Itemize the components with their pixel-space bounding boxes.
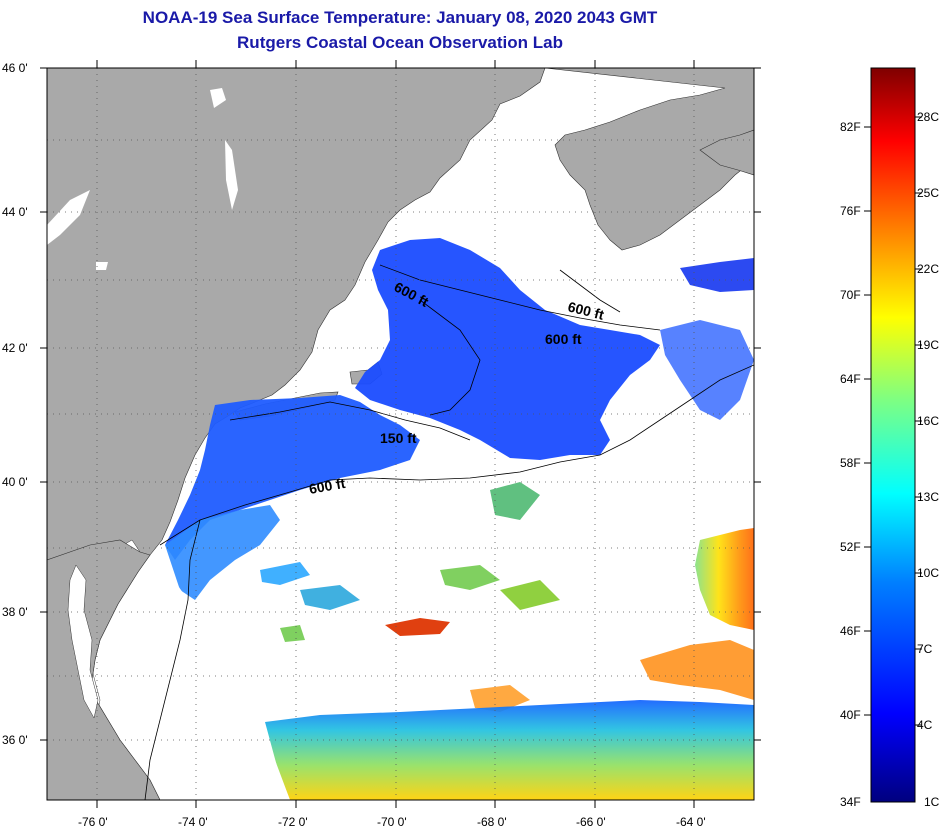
sst-warm-east — [695, 528, 754, 630]
colorbar-c-label: 25C — [917, 186, 939, 200]
sst-patch — [500, 580, 560, 610]
lon-label: -72 0' — [278, 815, 308, 829]
inland-lake — [225, 140, 238, 210]
lon-label: -70 0' — [377, 815, 407, 829]
colorbar-c-label: 22C — [917, 262, 939, 276]
graticule — [47, 68, 754, 800]
sst-scatter-blue — [660, 320, 754, 420]
bathymetry-contour — [159, 364, 754, 546]
sst-warm-patch — [470, 685, 530, 712]
land-cape-breton — [699, 129, 754, 176]
lat-label: 46 0' — [2, 61, 28, 75]
sst-patch — [385, 618, 450, 636]
bathymetry-contour — [144, 519, 201, 800]
map-subtitle: Rutgers Coastal Ocean Observation Lab — [237, 33, 563, 52]
land-nova-scotia — [544, 68, 754, 251]
colorbar-c-label: 7C — [917, 642, 933, 656]
inland-lake — [96, 262, 108, 270]
colorbar-c-label: 10C — [917, 566, 939, 580]
lat-label: 38 0' — [2, 605, 28, 619]
colorbar-f-label: 64F — [840, 372, 861, 386]
bathymetry-contour — [419, 299, 481, 416]
sst-nova-blue — [680, 258, 754, 292]
lat-label: 36 0' — [2, 733, 28, 747]
sst-coastal-cyan — [165, 505, 280, 600]
colorbar-c-label: 13C — [917, 490, 939, 504]
colorbar — [870, 67, 916, 803]
colorbar-c-label: 16C — [917, 414, 939, 428]
lon-label: -66 0' — [576, 815, 606, 829]
sst-patch — [490, 482, 540, 520]
colorbar-f-label: 70F — [840, 288, 861, 302]
lat-label: 42 0' — [2, 341, 28, 355]
sst-patch — [440, 565, 500, 590]
sst-shelf-blue — [355, 238, 660, 460]
map-title: NOAA-19 Sea Surface Temperature: January… — [142, 8, 658, 27]
sst-patch — [260, 562, 310, 585]
sst-patch — [280, 625, 305, 642]
colorbar-f-label: 58F — [840, 456, 861, 470]
colorbar-c-label: 4C — [917, 718, 933, 732]
colorbar-f-label: 76F — [840, 204, 861, 218]
bathymetry-contour — [559, 269, 621, 313]
sst-warm-mid — [640, 640, 754, 700]
colorbar-ticks — [864, 116, 922, 726]
colorbar-f-label: 40F — [840, 708, 861, 722]
lon-label: -64 0' — [676, 815, 706, 829]
bathymetry-contour — [229, 401, 471, 441]
sst-patch — [300, 585, 360, 610]
contour-label: 600 ft — [308, 475, 347, 497]
lon-label: -74 0' — [178, 815, 208, 829]
lat-label: 40 0' — [2, 475, 28, 489]
colorbar-c-label: 1C — [924, 795, 940, 809]
lat-label: 44 0' — [2, 205, 28, 219]
lon-label: -76 0' — [78, 815, 108, 829]
inland-lake — [47, 190, 90, 245]
colorbar-f-label: 52F — [840, 540, 861, 554]
bathymetry-contour — [379, 264, 661, 331]
colorbar-c-label: 19C — [917, 338, 939, 352]
chesapeake-bay — [67, 564, 99, 719]
axis-ticks — [40, 60, 761, 808]
colorbar-c-label: 28C — [917, 110, 939, 124]
colorbar-f-label: 82F — [840, 120, 861, 134]
lon-label: -68 0' — [477, 815, 507, 829]
sst-southern-band — [265, 700, 754, 800]
contour-label: 150 ft — [380, 430, 417, 446]
plot-frame — [46, 67, 755, 801]
colorbar-f-label: 46F — [840, 624, 861, 638]
colorbar-f-label: 34F — [840, 795, 861, 809]
inland-lake — [210, 88, 226, 108]
contour-label: 600 ft — [545, 331, 582, 347]
sst-shelf-blue — [165, 395, 420, 560]
